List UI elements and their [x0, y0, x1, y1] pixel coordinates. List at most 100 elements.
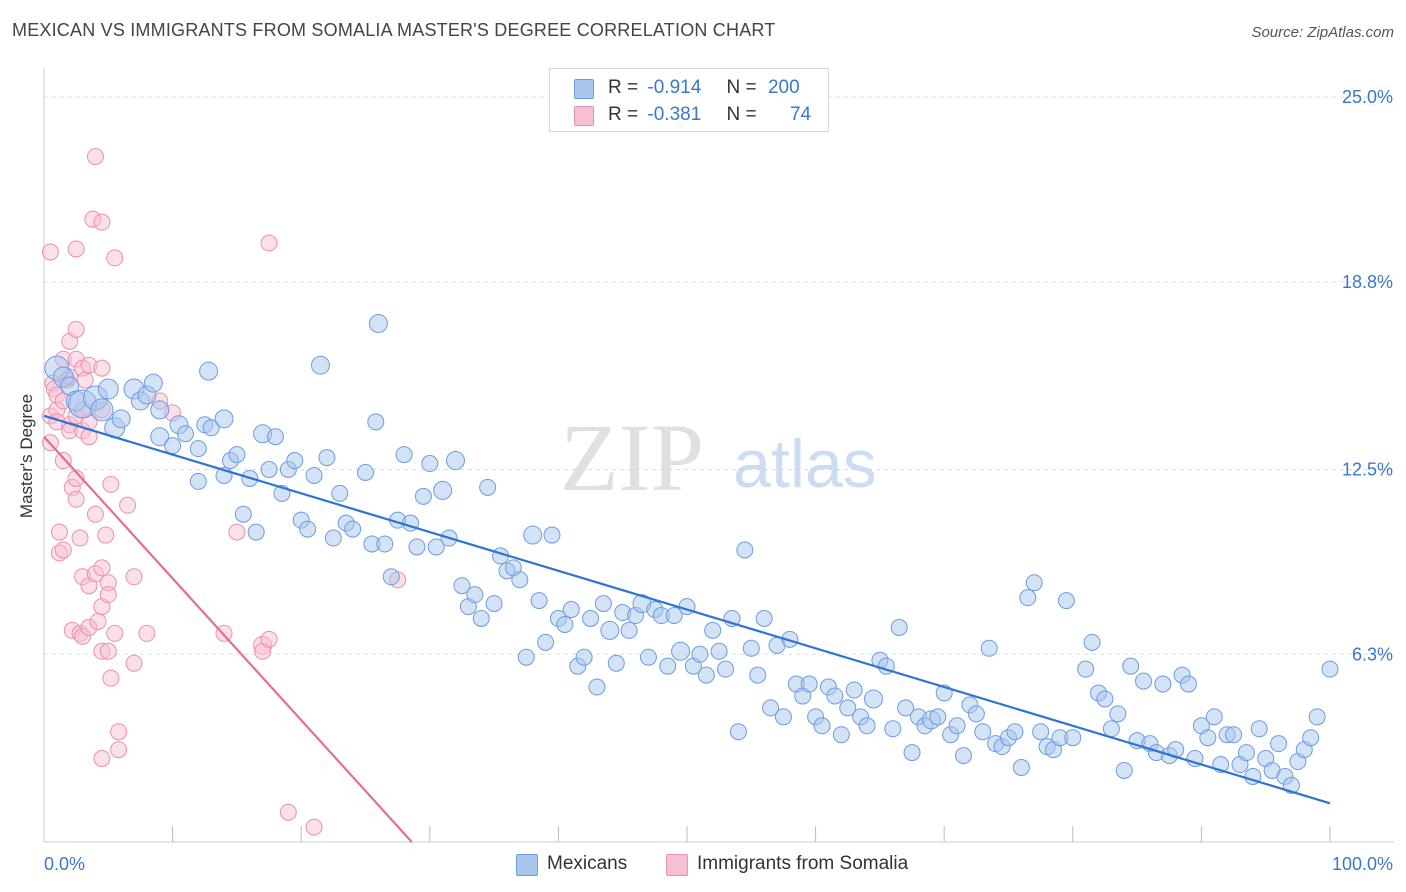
legend-n-value: 74 [789, 104, 812, 125]
x-tick-label: 100.0% [1332, 854, 1393, 874]
mexican-point [890, 618, 908, 636]
somalia-point [67, 240, 85, 258]
mexican-point [305, 466, 323, 484]
mexican-point [980, 639, 998, 657]
mexican-point [530, 592, 548, 610]
mexican-point [446, 451, 466, 471]
mexican-point [588, 678, 606, 696]
mexican-point [90, 398, 114, 422]
chart-title: MEXICAN VS IMMIGRANTS FROM SOMALIA MASTE… [12, 20, 776, 40]
mexican-point [143, 373, 163, 393]
mexican-point [427, 538, 445, 556]
x-tick-label: 0.0% [44, 854, 85, 874]
mexican-point [1109, 705, 1127, 723]
somalia-point [93, 750, 111, 768]
mexican-point [813, 717, 831, 735]
series-mexicans-points [44, 313, 1339, 794]
mexican-point [1006, 723, 1024, 741]
stats-legend: R = -0.914 N = 200 R = -0.381 N = 74 [549, 68, 829, 132]
mexican-point [111, 409, 131, 429]
somalia-point [119, 496, 137, 514]
y-tick-label: 12.5% [1342, 460, 1393, 480]
mexican-point [974, 723, 992, 741]
legend-swatch-mexicans [574, 79, 594, 99]
legend-text-mexicans: R = -0.914 N = 200 [608, 77, 800, 99]
mexican-point [228, 446, 246, 464]
mexican-point [1019, 589, 1037, 607]
y-tick-label: 25.0% [1342, 87, 1393, 107]
somalia-point [41, 243, 59, 261]
mexican-point [948, 717, 966, 735]
mexican-point [414, 487, 432, 505]
somalia-point [86, 505, 104, 523]
somalia-point [138, 624, 156, 642]
somalia-point [102, 475, 120, 493]
mexican-point [1237, 744, 1255, 762]
mexican-point [511, 571, 529, 589]
mexican-point [736, 541, 754, 559]
mexican-point [1077, 660, 1095, 678]
somalia-point [305, 818, 323, 836]
mexican-point [1057, 592, 1075, 610]
mexican-point [845, 681, 863, 699]
mexican-point [189, 472, 207, 490]
mexican-point [742, 639, 760, 657]
mexican-point [1199, 729, 1217, 747]
mexican-point [1115, 761, 1133, 779]
mexican-point [344, 520, 362, 538]
legend-r-value: -0.914 [647, 77, 702, 98]
mexican-point [214, 409, 234, 429]
mexican-point [1064, 729, 1082, 747]
mexican-point [382, 568, 400, 586]
mexican-point [472, 610, 490, 627]
mexican-point [247, 523, 265, 541]
mexican-point [781, 630, 799, 648]
mexican-point [324, 529, 342, 547]
mexican-point [164, 437, 182, 455]
mexican-point [929, 708, 947, 726]
somalia-point [97, 526, 115, 544]
mexican-point [466, 586, 484, 604]
mexican-point [395, 446, 413, 464]
mexican-point [729, 723, 747, 741]
trend-lines [43, 414, 1331, 843]
mexican-point [1180, 675, 1198, 693]
mexican-point [421, 455, 439, 473]
mexican-point [199, 361, 219, 381]
mexican-point [1270, 735, 1288, 753]
legend-r-value: -0.381 [647, 104, 702, 125]
mexican-point [1102, 720, 1120, 738]
legend-r-label: R = [608, 77, 639, 98]
trend-line-somalia [43, 435, 413, 843]
mexican-point [433, 480, 453, 500]
x-tick-labels: 0.0% 100.0% [44, 854, 1393, 874]
y-axis-label: Master's Degree [17, 394, 36, 518]
mexican-point [562, 601, 580, 619]
bottom-legend-label-mexicans: Mexicans [547, 853, 628, 874]
watermark-zip: ZIP [560, 404, 704, 511]
mexican-point [704, 621, 722, 639]
y-tick-label: 18.8% [1342, 272, 1393, 292]
mexican-point [659, 657, 677, 675]
somalia-point [67, 469, 85, 487]
somalia-point [125, 654, 143, 672]
somalia-point [89, 612, 107, 630]
somalia-point [110, 741, 128, 759]
mexican-point [367, 413, 385, 431]
bottom-legend-label-somalia: Immigrants from Somalia [697, 853, 909, 874]
mexican-point [1032, 723, 1050, 741]
mexican-point [594, 595, 612, 613]
somalia-point [50, 523, 68, 541]
somalia-point [67, 320, 85, 338]
series-somalia-points [41, 148, 407, 836]
legend-text-somalia: R = -0.381 N = 74 [608, 104, 811, 126]
mexican-point [1012, 759, 1030, 776]
somalia-point [260, 234, 278, 252]
mexican-point [671, 641, 691, 661]
legend-swatch-somalia [574, 106, 594, 126]
mexican-point [691, 645, 709, 663]
somalia-point [106, 624, 124, 642]
somalia-point [102, 669, 120, 687]
somalia-point [67, 490, 85, 508]
